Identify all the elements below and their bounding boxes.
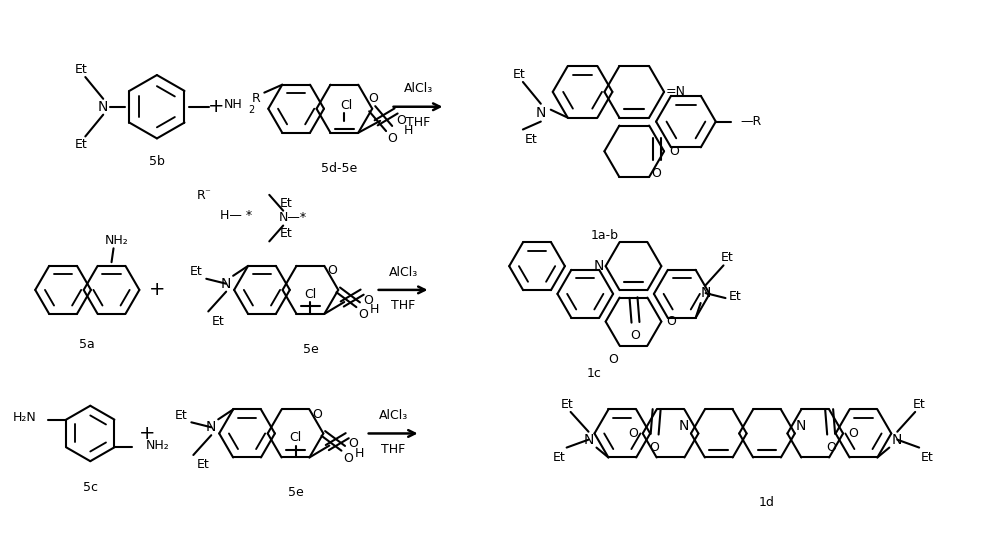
Text: O: O <box>363 293 373 306</box>
Text: O: O <box>312 408 322 421</box>
Text: —R: —R <box>741 115 762 128</box>
Text: AlCl₃: AlCl₃ <box>379 409 408 422</box>
Text: O: O <box>327 264 337 277</box>
Text: Et: Et <box>190 265 203 278</box>
Text: N: N <box>594 259 604 273</box>
Text: Et: Et <box>921 451 933 464</box>
Text: O: O <box>631 329 640 342</box>
Text: O: O <box>848 427 858 440</box>
Text: =N: =N <box>665 85 685 99</box>
Text: O: O <box>358 308 368 321</box>
Text: 5e: 5e <box>303 343 318 356</box>
Text: O: O <box>387 132 397 145</box>
Text: 2: 2 <box>248 105 255 115</box>
Text: Et: Et <box>175 409 188 422</box>
Text: THF: THF <box>391 299 416 312</box>
Text: Et: Et <box>75 138 88 151</box>
Text: N: N <box>795 418 806 432</box>
Text: Et: Et <box>721 251 734 264</box>
Text: 1a-b: 1a-b <box>590 229 618 242</box>
Text: Et: Et <box>524 133 537 146</box>
Text: NH: NH <box>224 98 242 111</box>
Text: Et: Et <box>560 398 573 410</box>
Text: H: H <box>403 124 413 137</box>
Text: O: O <box>669 145 679 158</box>
Text: ⁻: ⁻ <box>205 188 211 198</box>
Text: N: N <box>536 106 546 120</box>
Text: H— *: H— * <box>220 209 252 222</box>
Text: Et: Et <box>729 290 742 302</box>
Text: Et: Et <box>552 451 565 464</box>
Text: Et: Et <box>513 68 525 81</box>
Text: +: + <box>149 281 165 300</box>
Text: +: + <box>139 424 155 443</box>
Text: O: O <box>666 315 676 328</box>
Text: N: N <box>98 100 108 114</box>
Text: O: O <box>348 437 358 450</box>
Text: 5e: 5e <box>288 487 303 500</box>
Text: NH₂: NH₂ <box>146 439 170 452</box>
Text: O: O <box>396 114 406 127</box>
Text: 1c: 1c <box>586 367 601 380</box>
Text: N: N <box>206 420 216 434</box>
Text: Cl: Cl <box>340 99 352 111</box>
Text: 5a: 5a <box>79 338 95 351</box>
Text: R: R <box>252 92 261 105</box>
Text: AlCl₃: AlCl₃ <box>389 265 418 278</box>
Text: AlCl₃: AlCl₃ <box>404 82 433 95</box>
Text: N: N <box>700 286 711 300</box>
Text: THF: THF <box>381 443 406 456</box>
Text: O: O <box>368 92 378 105</box>
Text: N: N <box>221 277 231 291</box>
Text: THF: THF <box>406 116 431 129</box>
Text: H₂N: H₂N <box>13 411 36 424</box>
Text: Cl: Cl <box>304 288 317 301</box>
Text: O: O <box>609 353 619 366</box>
Text: 5d-5e: 5d-5e <box>321 162 358 175</box>
Text: O: O <box>650 441 660 454</box>
Text: Et: Et <box>280 197 293 210</box>
Text: Et: Et <box>280 227 293 240</box>
Text: O: O <box>343 452 353 465</box>
Text: H: H <box>369 304 379 316</box>
Text: +: + <box>208 97 225 116</box>
Text: N: N <box>892 433 902 447</box>
Text: O: O <box>628 427 638 440</box>
Text: R: R <box>197 189 205 202</box>
Text: 1d: 1d <box>759 496 775 509</box>
Text: O: O <box>826 441 836 454</box>
Text: Et: Et <box>212 315 225 328</box>
Text: H: H <box>354 447 364 460</box>
Text: Et: Et <box>75 63 88 76</box>
Text: Cl: Cl <box>289 431 302 444</box>
Text: O: O <box>652 166 662 180</box>
Text: 5c: 5c <box>83 482 98 494</box>
Text: Et: Et <box>913 398 926 410</box>
Text: N—*: N—* <box>279 211 307 224</box>
Text: Et: Et <box>197 459 210 472</box>
Text: N: N <box>678 418 689 432</box>
Text: 5b: 5b <box>149 155 165 167</box>
Text: NH₂: NH₂ <box>105 234 128 247</box>
Text: N: N <box>583 433 594 447</box>
